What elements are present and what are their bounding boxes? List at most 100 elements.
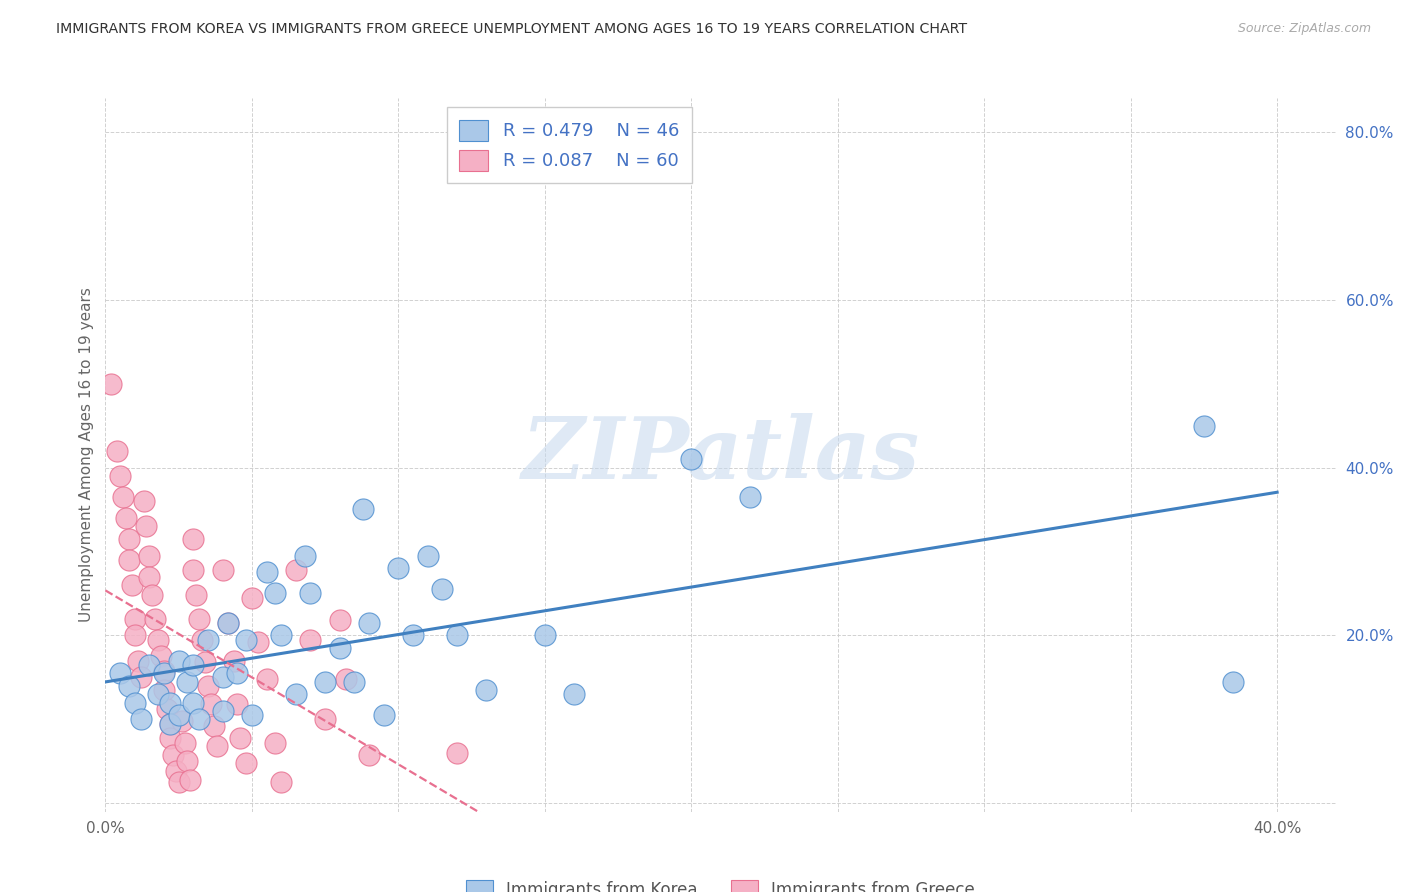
Point (235, 632, 257, 647)
Point (256, 566, 278, 580)
Point (562, 687, 585, 701)
Point (191, 632, 214, 647)
Point (170, 714, 193, 728)
Point (167, 775, 190, 789)
Point (357, 747, 380, 762)
Point (115, 511, 138, 525)
Point (357, 615, 380, 630)
Point (148, 632, 170, 647)
Point (343, 674, 366, 689)
Point (314, 674, 336, 689)
Point (188, 712, 211, 726)
Point (352, 502, 374, 516)
Point (226, 698, 249, 712)
Point (129, 670, 152, 684)
Point (211, 563, 233, 577)
Point (118, 532, 141, 546)
Point (738, 490, 761, 504)
Point (118, 553, 141, 567)
Point (1192, 418, 1215, 433)
Point (416, 549, 439, 563)
Point (240, 708, 263, 723)
Point (179, 772, 201, 787)
Point (108, 469, 131, 483)
Point (108, 666, 131, 681)
Point (159, 716, 181, 731)
Point (240, 591, 263, 605)
Point (284, 563, 307, 577)
Point (294, 549, 316, 563)
Point (205, 739, 228, 754)
Point (150, 649, 173, 664)
Point (335, 672, 357, 686)
Point (153, 664, 176, 678)
Point (1222, 674, 1244, 689)
Point (329, 613, 352, 627)
Point (153, 683, 176, 698)
Point (100, 376, 122, 391)
Text: ZIPatlas: ZIPatlas (522, 413, 920, 497)
Point (141, 588, 163, 602)
Point (138, 657, 160, 672)
Point (224, 654, 246, 668)
Text: IMMIGRANTS FROM KOREA VS IMMIGRANTS FROM GREECE UNEMPLOYMENT AMONG AGES 16 TO 19: IMMIGRANTS FROM KOREA VS IMMIGRANTS FROM… (56, 22, 967, 37)
Point (197, 679, 219, 693)
Point (197, 632, 219, 647)
Point (681, 452, 703, 467)
Point (402, 628, 425, 642)
Point (176, 755, 198, 769)
Point (211, 670, 233, 684)
Point (138, 569, 160, 583)
Point (186, 588, 208, 602)
Point (183, 532, 205, 546)
Point (127, 654, 149, 668)
Point (246, 635, 269, 649)
Point (329, 640, 352, 655)
Point (143, 612, 166, 626)
Point (284, 687, 307, 701)
Legend: Immigrants from Korea, Immigrants from Greece: Immigrants from Korea, Immigrants from G… (458, 871, 983, 892)
Text: Source: ZipAtlas.com: Source: ZipAtlas.com (1237, 22, 1371, 36)
Point (314, 712, 336, 726)
Point (299, 632, 322, 647)
Point (446, 746, 468, 760)
Point (124, 612, 146, 626)
Point (153, 666, 176, 681)
Point (112, 490, 135, 504)
Point (270, 775, 292, 789)
Point (132, 494, 155, 508)
Point (200, 698, 222, 712)
Point (159, 696, 181, 710)
Point (256, 672, 278, 686)
Point (173, 736, 195, 750)
Point (162, 747, 184, 762)
Point (129, 712, 152, 726)
Point (124, 696, 146, 710)
Point (105, 443, 128, 458)
Point (387, 561, 409, 575)
Point (475, 683, 498, 698)
Point (226, 666, 249, 681)
Point (156, 702, 179, 716)
Point (183, 657, 205, 672)
Point (183, 696, 205, 710)
Point (373, 708, 395, 723)
Point (194, 655, 217, 669)
Point (121, 578, 143, 592)
Point (270, 628, 292, 642)
Point (218, 615, 240, 630)
Point (135, 519, 157, 533)
Point (533, 628, 555, 642)
Point (176, 674, 198, 689)
Point (235, 756, 257, 770)
Point (148, 687, 170, 701)
Point (183, 563, 205, 577)
Point (202, 719, 225, 733)
Point (446, 628, 468, 642)
Point (188, 612, 211, 626)
Point (124, 628, 146, 642)
Point (159, 731, 181, 745)
Point (167, 654, 190, 668)
Y-axis label: Unemployment Among Ages 16 to 19 years: Unemployment Among Ages 16 to 19 years (79, 287, 94, 623)
Point (138, 549, 160, 563)
